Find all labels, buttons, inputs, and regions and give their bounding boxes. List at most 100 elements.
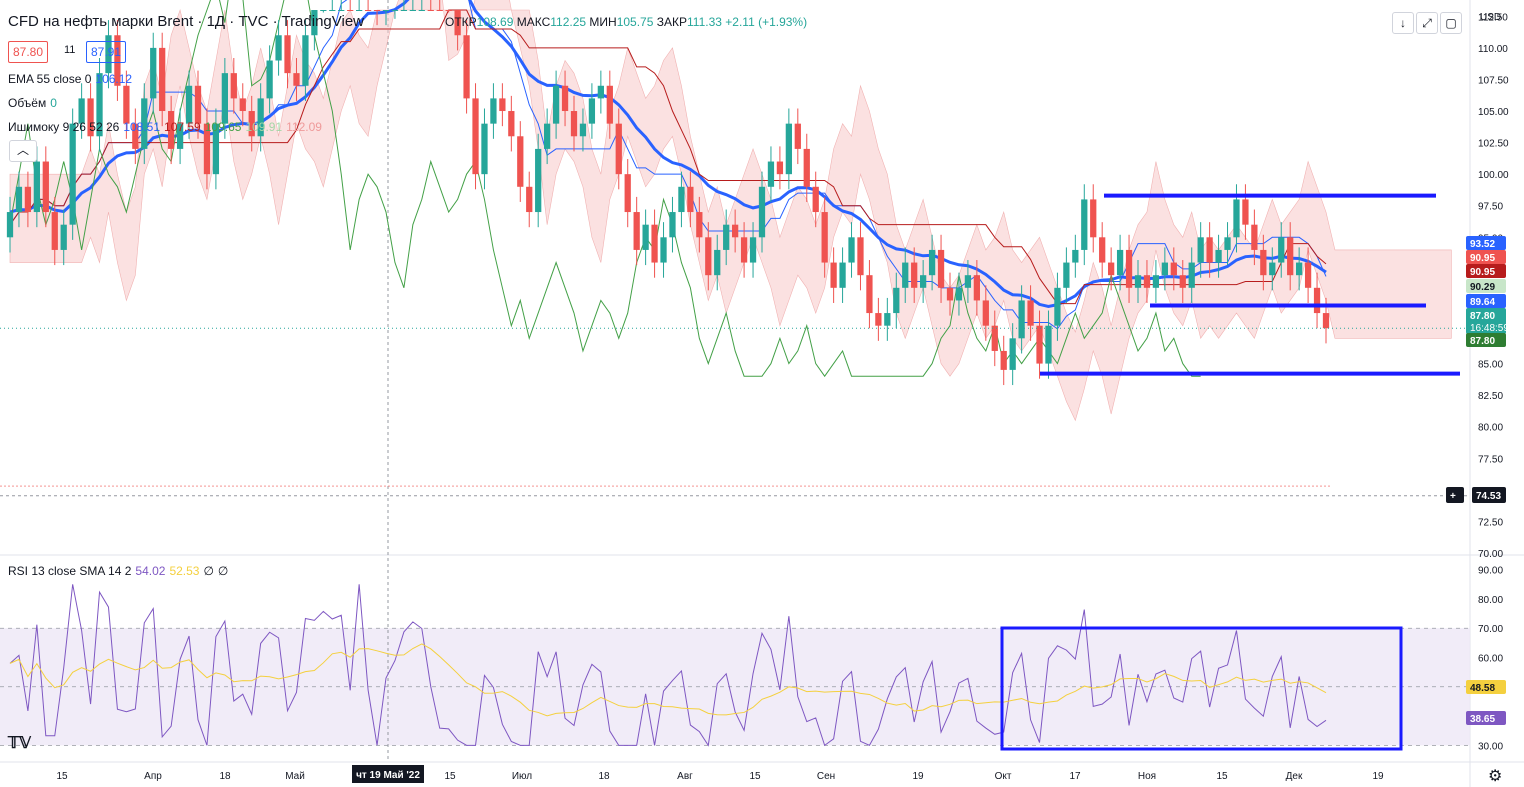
price-axis-tick: 82.50 xyxy=(1478,391,1503,402)
candle-body xyxy=(1009,338,1016,370)
candle-body xyxy=(1322,313,1330,329)
candle-body xyxy=(1296,262,1303,276)
ichimoku-tenkan-value: 108.51 xyxy=(123,120,161,134)
rsi-highlight-box xyxy=(1000,626,1403,751)
candle-body xyxy=(982,300,989,326)
rsi-label-box xyxy=(1466,711,1506,725)
candle-body xyxy=(1018,300,1025,339)
kijun-line xyxy=(9,9,1327,305)
collapse-legend-button[interactable]: ︿ xyxy=(9,140,37,162)
candle-body xyxy=(526,186,533,213)
volume-legend[interactable]: Объём 0 xyxy=(8,96,61,110)
time-axis-tick: 17 xyxy=(1069,771,1081,782)
time-axis-tick: Июл xyxy=(512,771,532,782)
time-axis-tick: Окт xyxy=(995,771,1012,782)
crosshair-date-label: чт 19 Май '22 xyxy=(356,770,420,781)
candle-body xyxy=(1188,262,1195,288)
candle-body xyxy=(884,313,891,326)
volume-label: Объём xyxy=(8,96,47,110)
candle-body xyxy=(615,123,622,175)
price-label-countdown: 16:48:59 xyxy=(1470,323,1509,334)
candle-body xyxy=(991,325,998,351)
rsi-extra-2: ∅ xyxy=(217,564,229,578)
add-alert-icon: + xyxy=(1450,491,1456,502)
rsi-legend[interactable]: RSI 13 close SMA 14 2 54.02 52.53 ∅ ∅ xyxy=(8,564,232,578)
time-axis-tick: 15 xyxy=(749,771,761,782)
candle-body xyxy=(194,85,202,124)
ohlc-readout: ОТКР108.69 МАКС112.25 МИН105.75 ЗАКР111.… xyxy=(445,15,807,29)
gear-icon[interactable]: ⚙ xyxy=(1488,768,1503,785)
candle-body xyxy=(517,136,524,187)
rsi-label-text: 38.65 xyxy=(1470,714,1495,725)
candle-body xyxy=(1287,237,1294,276)
candle-body xyxy=(1081,199,1088,250)
candle-body xyxy=(445,10,452,11)
candle-body xyxy=(928,249,936,276)
candle-body xyxy=(1072,249,1079,263)
candle-body xyxy=(794,123,801,149)
candle-body xyxy=(758,186,766,238)
price-label-text: 90.29 xyxy=(1470,282,1495,293)
high-label: МАКС xyxy=(516,15,551,29)
ema-legend[interactable]: EMA 55 close 0 106.12 xyxy=(8,72,136,86)
screenshot-icon[interactable]: ▢ xyxy=(1440,12,1462,34)
price-axis-tick: 70.00 xyxy=(1478,549,1503,560)
candle-body xyxy=(78,98,85,124)
price-axis-tick: 72.50 xyxy=(1478,517,1503,528)
rsi-line xyxy=(9,584,1327,747)
time-axis-tick: 18 xyxy=(598,771,610,782)
candle-body xyxy=(561,85,569,112)
candle-body xyxy=(1108,262,1115,276)
candle-body xyxy=(1215,249,1222,263)
arrow-down-icon[interactable]: ↓ xyxy=(1392,12,1414,34)
candle-body xyxy=(132,123,139,149)
candle-body xyxy=(293,73,300,86)
rsi-label-text: 48.58 xyxy=(1470,683,1495,694)
candle-body xyxy=(955,287,963,301)
fullscreen-icon[interactable]: ⤢ xyxy=(1416,12,1438,34)
candle-body xyxy=(687,186,694,213)
candle-body xyxy=(803,148,810,187)
candle-body xyxy=(669,212,676,238)
ichimoku-legend[interactable]: Ишимоку 9 26 52 26 108.51 107.59 109.65 109.… xyxy=(8,120,326,134)
candle-body xyxy=(937,249,945,288)
candle-body xyxy=(69,123,76,225)
price-label-text: 90.95 xyxy=(1470,253,1495,264)
candle-body xyxy=(1251,224,1258,250)
tradingview-logo-icon[interactable]: 𝕋𝕍 xyxy=(8,735,31,752)
candle-body xyxy=(624,174,631,213)
candle-body xyxy=(920,275,927,288)
volume-value: 0 xyxy=(50,96,57,110)
price-label-box xyxy=(1466,279,1506,293)
candle-body xyxy=(463,35,470,99)
price-label-box xyxy=(1466,264,1506,278)
candle-body xyxy=(203,123,211,175)
currency-label[interactable]: USD xyxy=(1480,12,1502,23)
rsi-extra-1: ∅ xyxy=(203,564,214,578)
time-axis-tick: Авг xyxy=(677,771,693,782)
ask-button[interactable]: 87.91 xyxy=(86,41,127,63)
rsi-axis-tick: 80.00 xyxy=(1478,595,1503,606)
candle-body xyxy=(597,85,604,99)
chart-title: CFD на нефть марки Brent · 1Д · TVC · Tr… xyxy=(8,13,365,30)
close-label: ЗАКР xyxy=(656,15,687,29)
candle-body xyxy=(902,262,909,288)
candle-body xyxy=(418,10,425,11)
candle-body xyxy=(230,73,237,99)
bid-button[interactable]: 87.80 xyxy=(8,41,49,63)
candle-body xyxy=(830,262,837,288)
candle-body xyxy=(454,10,461,36)
ichimoku-chikou-value: 109.65 xyxy=(204,120,242,134)
candle-body xyxy=(723,224,730,250)
add-alert-box xyxy=(1446,487,1464,503)
price-label-text: 87.80 xyxy=(1470,336,1495,347)
candle-body xyxy=(1242,199,1249,225)
candle-body xyxy=(481,123,488,175)
candle-body xyxy=(185,85,193,124)
candle-body xyxy=(857,237,864,276)
candle-body xyxy=(839,262,846,288)
candle-body xyxy=(651,224,658,263)
candle-body xyxy=(33,161,40,213)
candle-body xyxy=(51,212,58,250)
